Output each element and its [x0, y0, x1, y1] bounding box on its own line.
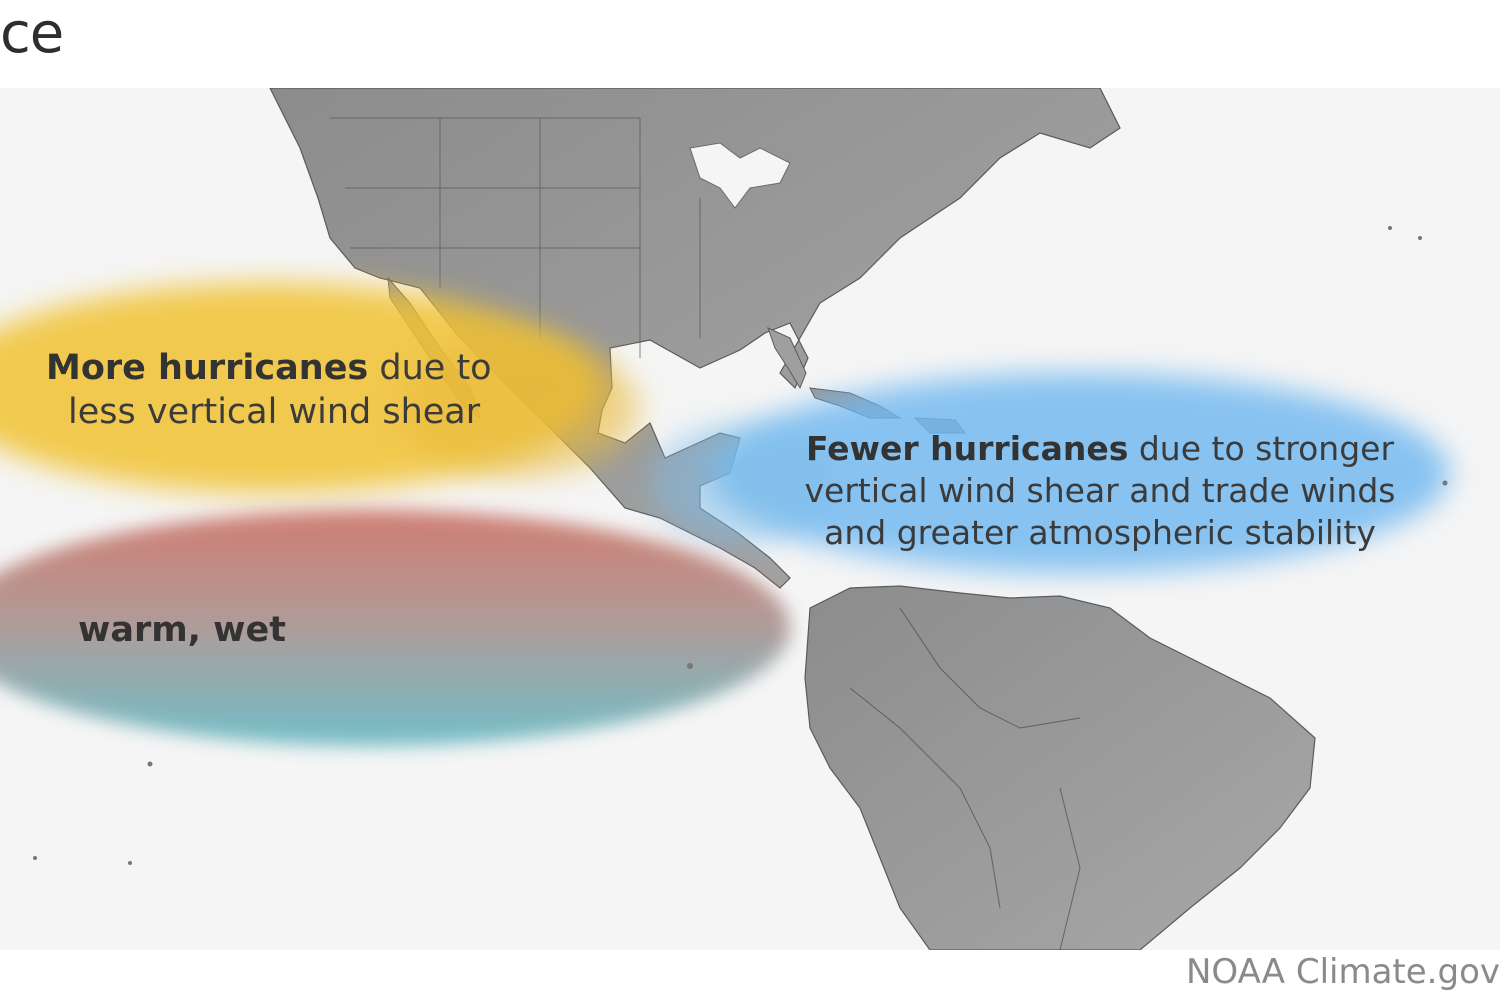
country-borders — [849, 607, 1081, 950]
fewer-hurricanes-line2: vertical wind shear and trade winds — [804, 471, 1396, 510]
florida-peninsula — [767, 327, 807, 390]
more-hurricanes-line2: less vertical wind shear — [68, 392, 481, 432]
south-america-landmass — [804, 585, 1316, 950]
pacific-islands — [33, 226, 1448, 865]
state-borders — [330, 117, 701, 358]
fewer-hurricanes-label: Fewer hurricanes due to stronger vertica… — [790, 428, 1410, 554]
blue-zone — [650, 373, 1450, 573]
more-hurricanes-line1: due to — [368, 348, 492, 388]
map-svg — [0, 88, 1450, 950]
great-lakes — [689, 142, 791, 209]
yellow-zone — [0, 283, 640, 493]
title-fragment: ce — [0, 1, 64, 66]
warm-wet-zone — [0, 510, 790, 746]
more-hurricanes-label: More hurricanes due to less vertical win… — [46, 346, 496, 434]
warm-wet-label: warm, wet — [78, 610, 286, 650]
map-panel: More hurricanes due to less vertical win… — [0, 88, 1500, 950]
fewer-hurricanes-line1: due to stronger — [1128, 429, 1395, 468]
fewer-hurricanes-line3: and greater atmospheric stability — [824, 513, 1376, 552]
credit-text: NOAA Climate.gov — [1185, 952, 1500, 992]
more-hurricanes-bold: More hurricanes — [46, 348, 369, 388]
fewer-hurricanes-bold: Fewer hurricanes — [805, 429, 1129, 468]
